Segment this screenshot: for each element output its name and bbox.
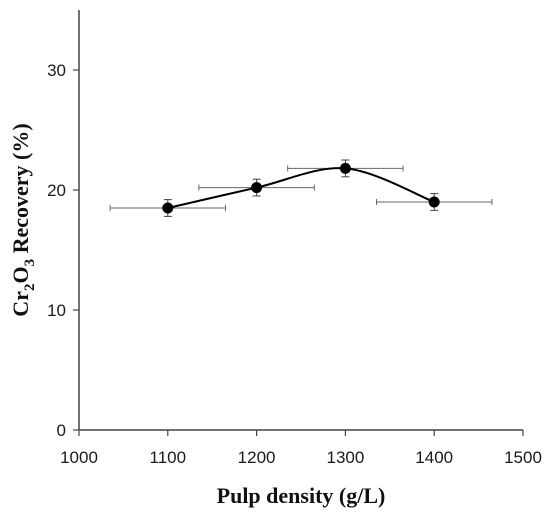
x-axis-title: Pulp density (g/L) [217,483,386,508]
x-tick-label: 1200 [238,448,276,467]
x-tick-label: 1100 [150,448,187,467]
y-tick-label: 10 [47,301,66,320]
y-tick-label: 20 [47,181,66,200]
y-title-cr: Cr [8,291,33,317]
data-point [428,196,440,208]
y-tick-label: 0 [57,421,66,440]
data-point [162,202,174,214]
series-curve [167,167,435,209]
plot-area: 1000 1100 1200 1300 1400 1500 0 10 20 30 [47,10,542,467]
y-title-sub-2: 2 [22,284,38,292]
x-tick-label: 1000 [60,448,98,467]
y-axis-title: Cr2O3 Recovery (%) [8,123,38,316]
y-axis-ticks: 0 10 20 30 [47,61,79,440]
data-point [251,182,263,194]
x-axis-ticks: 1000 1100 1200 1300 1400 1500 [60,430,542,467]
data-points [162,162,440,214]
data-point [339,162,351,174]
y-tick-label: 30 [47,61,66,80]
x-tick-label: 1300 [326,448,364,467]
y-title-rest: Recovery (%) [8,123,33,259]
y-title-sub-3: 3 [22,259,38,267]
y-title-o: O [8,266,33,283]
x-tick-label: 1500 [504,448,542,467]
x-tick-label: 1400 [415,448,453,467]
